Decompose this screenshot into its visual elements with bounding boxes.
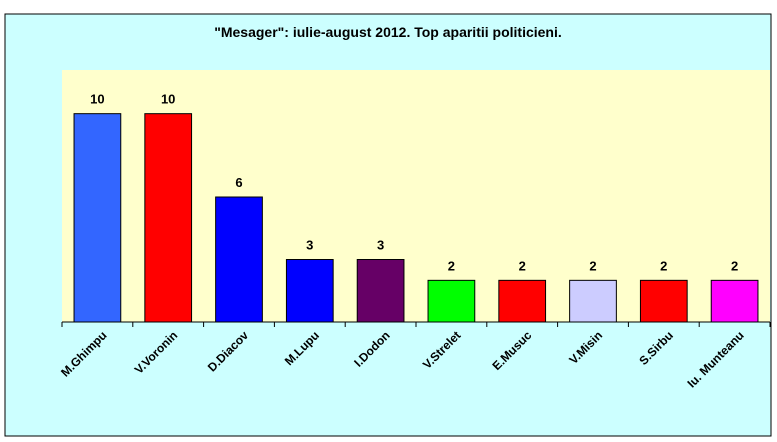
bar <box>639 279 688 323</box>
data-label: 6 <box>235 175 242 190</box>
chart-title: "Mesager": iulie-august 2012. Top aparit… <box>214 24 562 40</box>
bar <box>569 279 617 323</box>
bar <box>215 196 263 323</box>
bar <box>144 113 193 323</box>
data-label: 2 <box>519 258 526 273</box>
bar <box>427 279 476 323</box>
data-label: 2 <box>448 258 455 273</box>
bar <box>285 259 334 323</box>
data-label: 2 <box>731 258 738 273</box>
data-label: 3 <box>377 238 384 253</box>
data-label: 10 <box>161 92 175 107</box>
bar <box>498 279 547 323</box>
data-label: 2 <box>660 258 667 273</box>
bar <box>710 279 759 323</box>
bar <box>73 113 122 323</box>
data-label: 3 <box>306 238 313 253</box>
data-label: 2 <box>589 258 596 273</box>
bar <box>356 259 405 323</box>
data-label: 10 <box>90 92 104 107</box>
